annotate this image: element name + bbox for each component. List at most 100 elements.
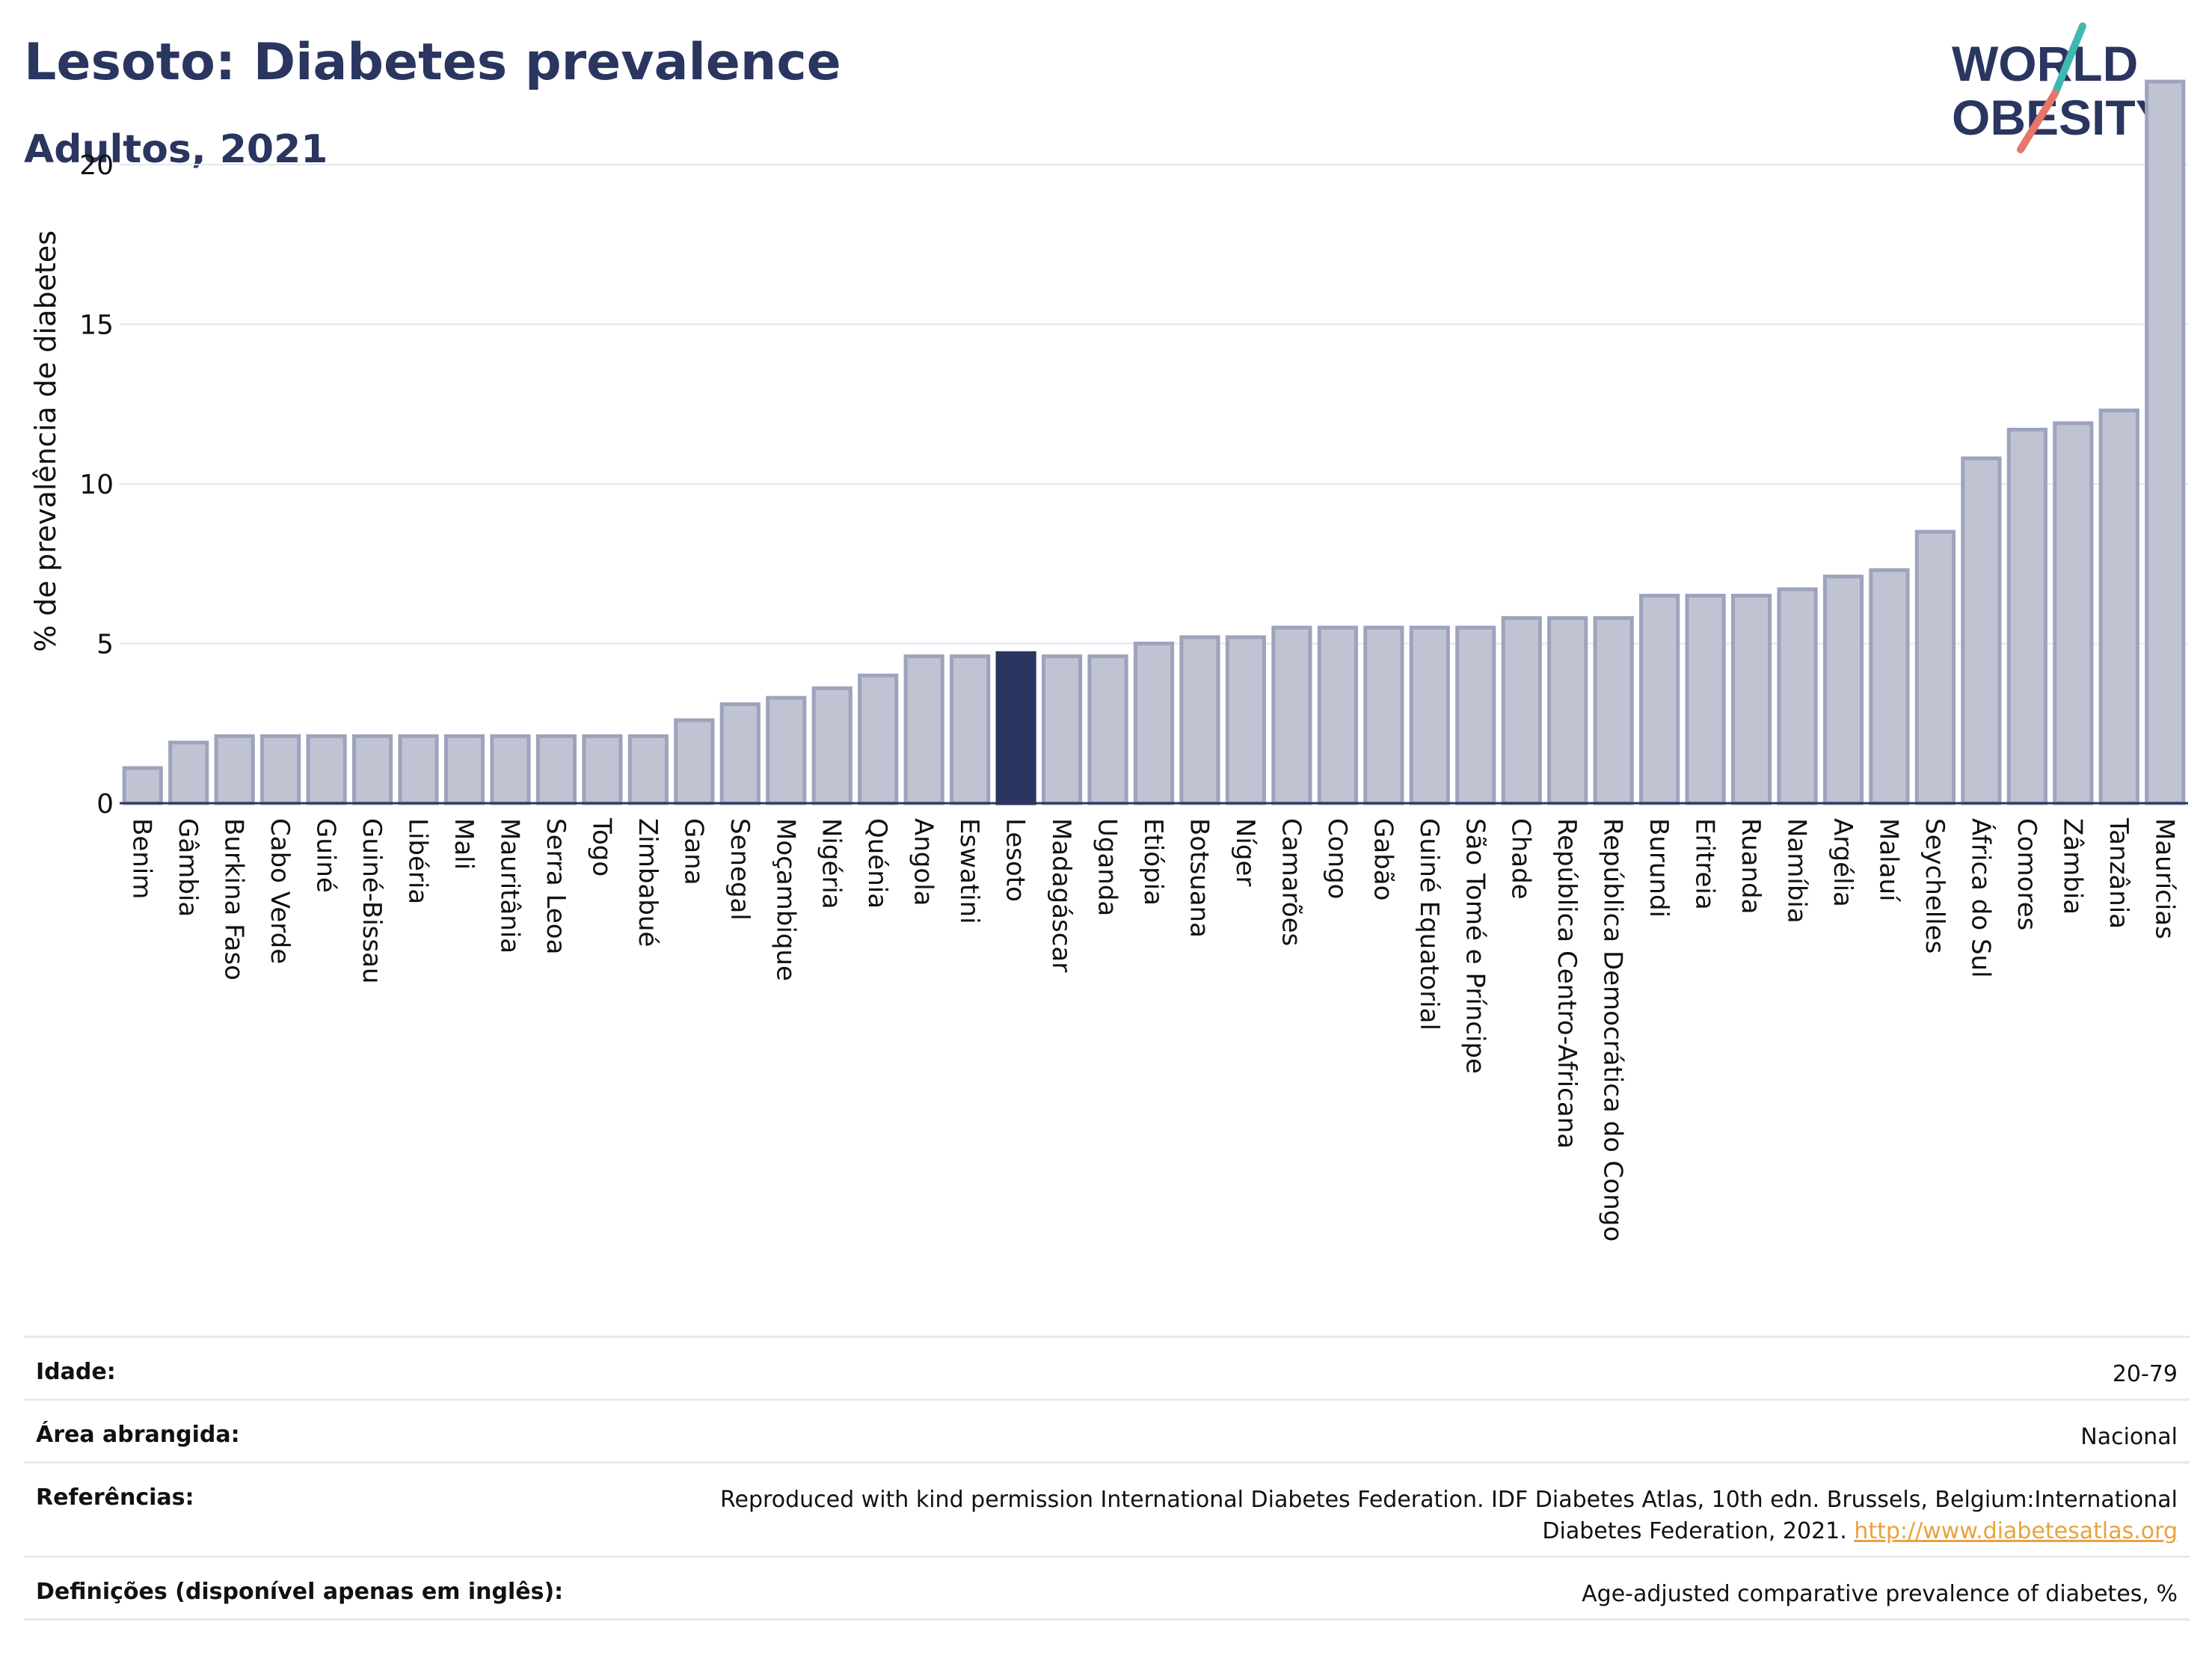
bar — [1501, 615, 1542, 805]
x-tick-label: Argélia — [1828, 818, 1858, 907]
x-tick-label: Cabo Verde — [265, 818, 295, 964]
x-tick-label: África do Sul — [1965, 818, 1996, 978]
meta-row-references: Referências: Reproduced with kind permis… — [24, 1461, 2190, 1556]
x-tick-label: Uganda — [1093, 818, 1122, 916]
x-tick-label: Guiné-Bissau — [357, 818, 387, 983]
bar — [903, 654, 944, 805]
meta-label-references: Referências: — [36, 1484, 194, 1511]
x-tick-label: Níger — [1230, 818, 1260, 886]
y-tick-label: 10 — [79, 470, 114, 500]
x-tick-label: Seychelles — [1920, 818, 1950, 954]
bar — [582, 734, 623, 805]
meta-value-definitions: Age-adjusted comparative prevalence of d… — [1582, 1581, 2178, 1607]
logo-text-world: WORLD — [1952, 36, 2138, 91]
bar — [122, 766, 163, 805]
x-tick-label: Eswatini — [954, 818, 984, 924]
meta-value-references: Reproduced with kind permission Internat… — [720, 1484, 2178, 1547]
bar — [1961, 456, 2002, 805]
bar — [858, 673, 899, 805]
bar-highlight — [995, 651, 1036, 805]
bar — [1593, 615, 1634, 805]
y-tick-label: 5 — [96, 630, 114, 660]
bar — [1409, 625, 1450, 805]
x-tick-label: Mali — [449, 818, 479, 870]
bar — [811, 686, 852, 805]
bar — [1547, 615, 1588, 805]
bar — [627, 734, 669, 805]
logo-slash-teal — [2051, 22, 2086, 97]
bar — [674, 718, 715, 805]
bar — [1271, 625, 1312, 805]
y-tick-label: 20 — [79, 150, 114, 181]
x-tick-label: Gana — [678, 818, 708, 885]
meta-label-age: Idade: — [36, 1359, 116, 1385]
bar — [443, 734, 485, 805]
x-tick-label: Serra Leoa — [541, 818, 571, 954]
x-tick-label: Guiné Equatorial — [1414, 818, 1444, 1031]
x-tick-label: Etiópia — [1138, 818, 1168, 906]
x-tick-label: Gabão — [1368, 818, 1398, 900]
bar — [719, 702, 761, 805]
bar — [1455, 625, 1496, 805]
bar-chart: 0 5 10 15 20 Benim Gâmbia Burkina Faso Cabo Ver… — [29, 79, 2188, 1241]
meta-row-definitions: Definições (disponível apenas em inglês)… — [24, 1556, 2190, 1618]
meta-value-age: 20-79 — [2112, 1361, 2178, 1387]
x-tick-label: Mauritânia — [494, 818, 524, 954]
x-tick-label: Congo — [1322, 818, 1352, 899]
bar — [351, 734, 393, 805]
meta-label-area: Área abrangida: — [36, 1422, 240, 1448]
x-tick-label: Zimbabué — [633, 818, 663, 947]
x-tick-label: Quénia — [862, 818, 892, 909]
references-link[interactable]: http://www.diabetesatlas.org — [1854, 1518, 2178, 1544]
x-tick-label: República Centro-Africana — [1552, 818, 1582, 1149]
x-tick-label: Camarões — [1276, 818, 1306, 946]
y-tick-label: 0 — [96, 789, 114, 820]
bar — [214, 734, 255, 805]
meta-row-area: Área abrangida: Nacional — [24, 1398, 2190, 1461]
metadata-table: Idade: 20-79 Área abrangida: Nacional Re… — [24, 1336, 2190, 1621]
x-tick-label: Ruanda — [1736, 818, 1766, 914]
x-tick-label: Guiné — [311, 818, 341, 893]
x-tick-label: Madagáscar — [1046, 818, 1076, 972]
x-tick-label: Botsuana — [1184, 818, 1214, 938]
x-tick-label: Chade — [1506, 818, 1536, 900]
bar — [1179, 635, 1220, 805]
meta-label-definitions: Definições (disponível apenas em inglês)… — [36, 1579, 564, 1605]
bar — [1087, 654, 1128, 805]
bar — [1685, 593, 1726, 805]
bar — [398, 734, 439, 805]
bar — [535, 734, 577, 805]
x-tick-label: Comores — [2012, 818, 2042, 930]
y-axis-label: % de prevalência de diabetes — [29, 230, 62, 652]
bar — [1041, 654, 1083, 805]
x-tick-label: São Tomé e Príncipe — [1460, 818, 1490, 1074]
world-obesity-logo: WORLD OBESITY — [1952, 22, 2169, 153]
bar — [950, 654, 991, 805]
bar — [306, 734, 347, 805]
x-tick-label: Eritreia — [1690, 818, 1720, 910]
y-tick-labels: 0 5 10 15 20 — [79, 150, 114, 820]
x-tick-label: Senegal — [725, 818, 755, 921]
bar — [1317, 625, 1358, 805]
x-tick-label: Togo — [586, 817, 616, 876]
logo-slash-coral — [2017, 90, 2059, 153]
x-tick-label: Libéria — [403, 818, 433, 904]
bar — [1822, 574, 1864, 805]
y-tick-label: 15 — [79, 310, 114, 341]
bar — [1777, 587, 1818, 805]
bar — [168, 740, 209, 805]
x-tick-label: Zâmbia — [2057, 818, 2087, 915]
bar — [1869, 568, 1910, 805]
x-tick-label: Burkina Faso — [219, 818, 249, 980]
x-tick-label: Benim — [127, 818, 157, 899]
x-tick-label: Malauí — [1873, 818, 1903, 903]
logo-text-obesity: OBESITY — [1952, 90, 2169, 145]
bar — [1639, 593, 1680, 805]
x-tick-label: Gâmbia — [173, 818, 203, 917]
bar — [2053, 421, 2094, 805]
x-tick-label: Lesoto — [1001, 818, 1030, 902]
bar — [2145, 79, 2186, 805]
x-tick-label: Maurícias — [2149, 818, 2179, 939]
bar — [766, 696, 807, 805]
bar — [260, 734, 301, 805]
